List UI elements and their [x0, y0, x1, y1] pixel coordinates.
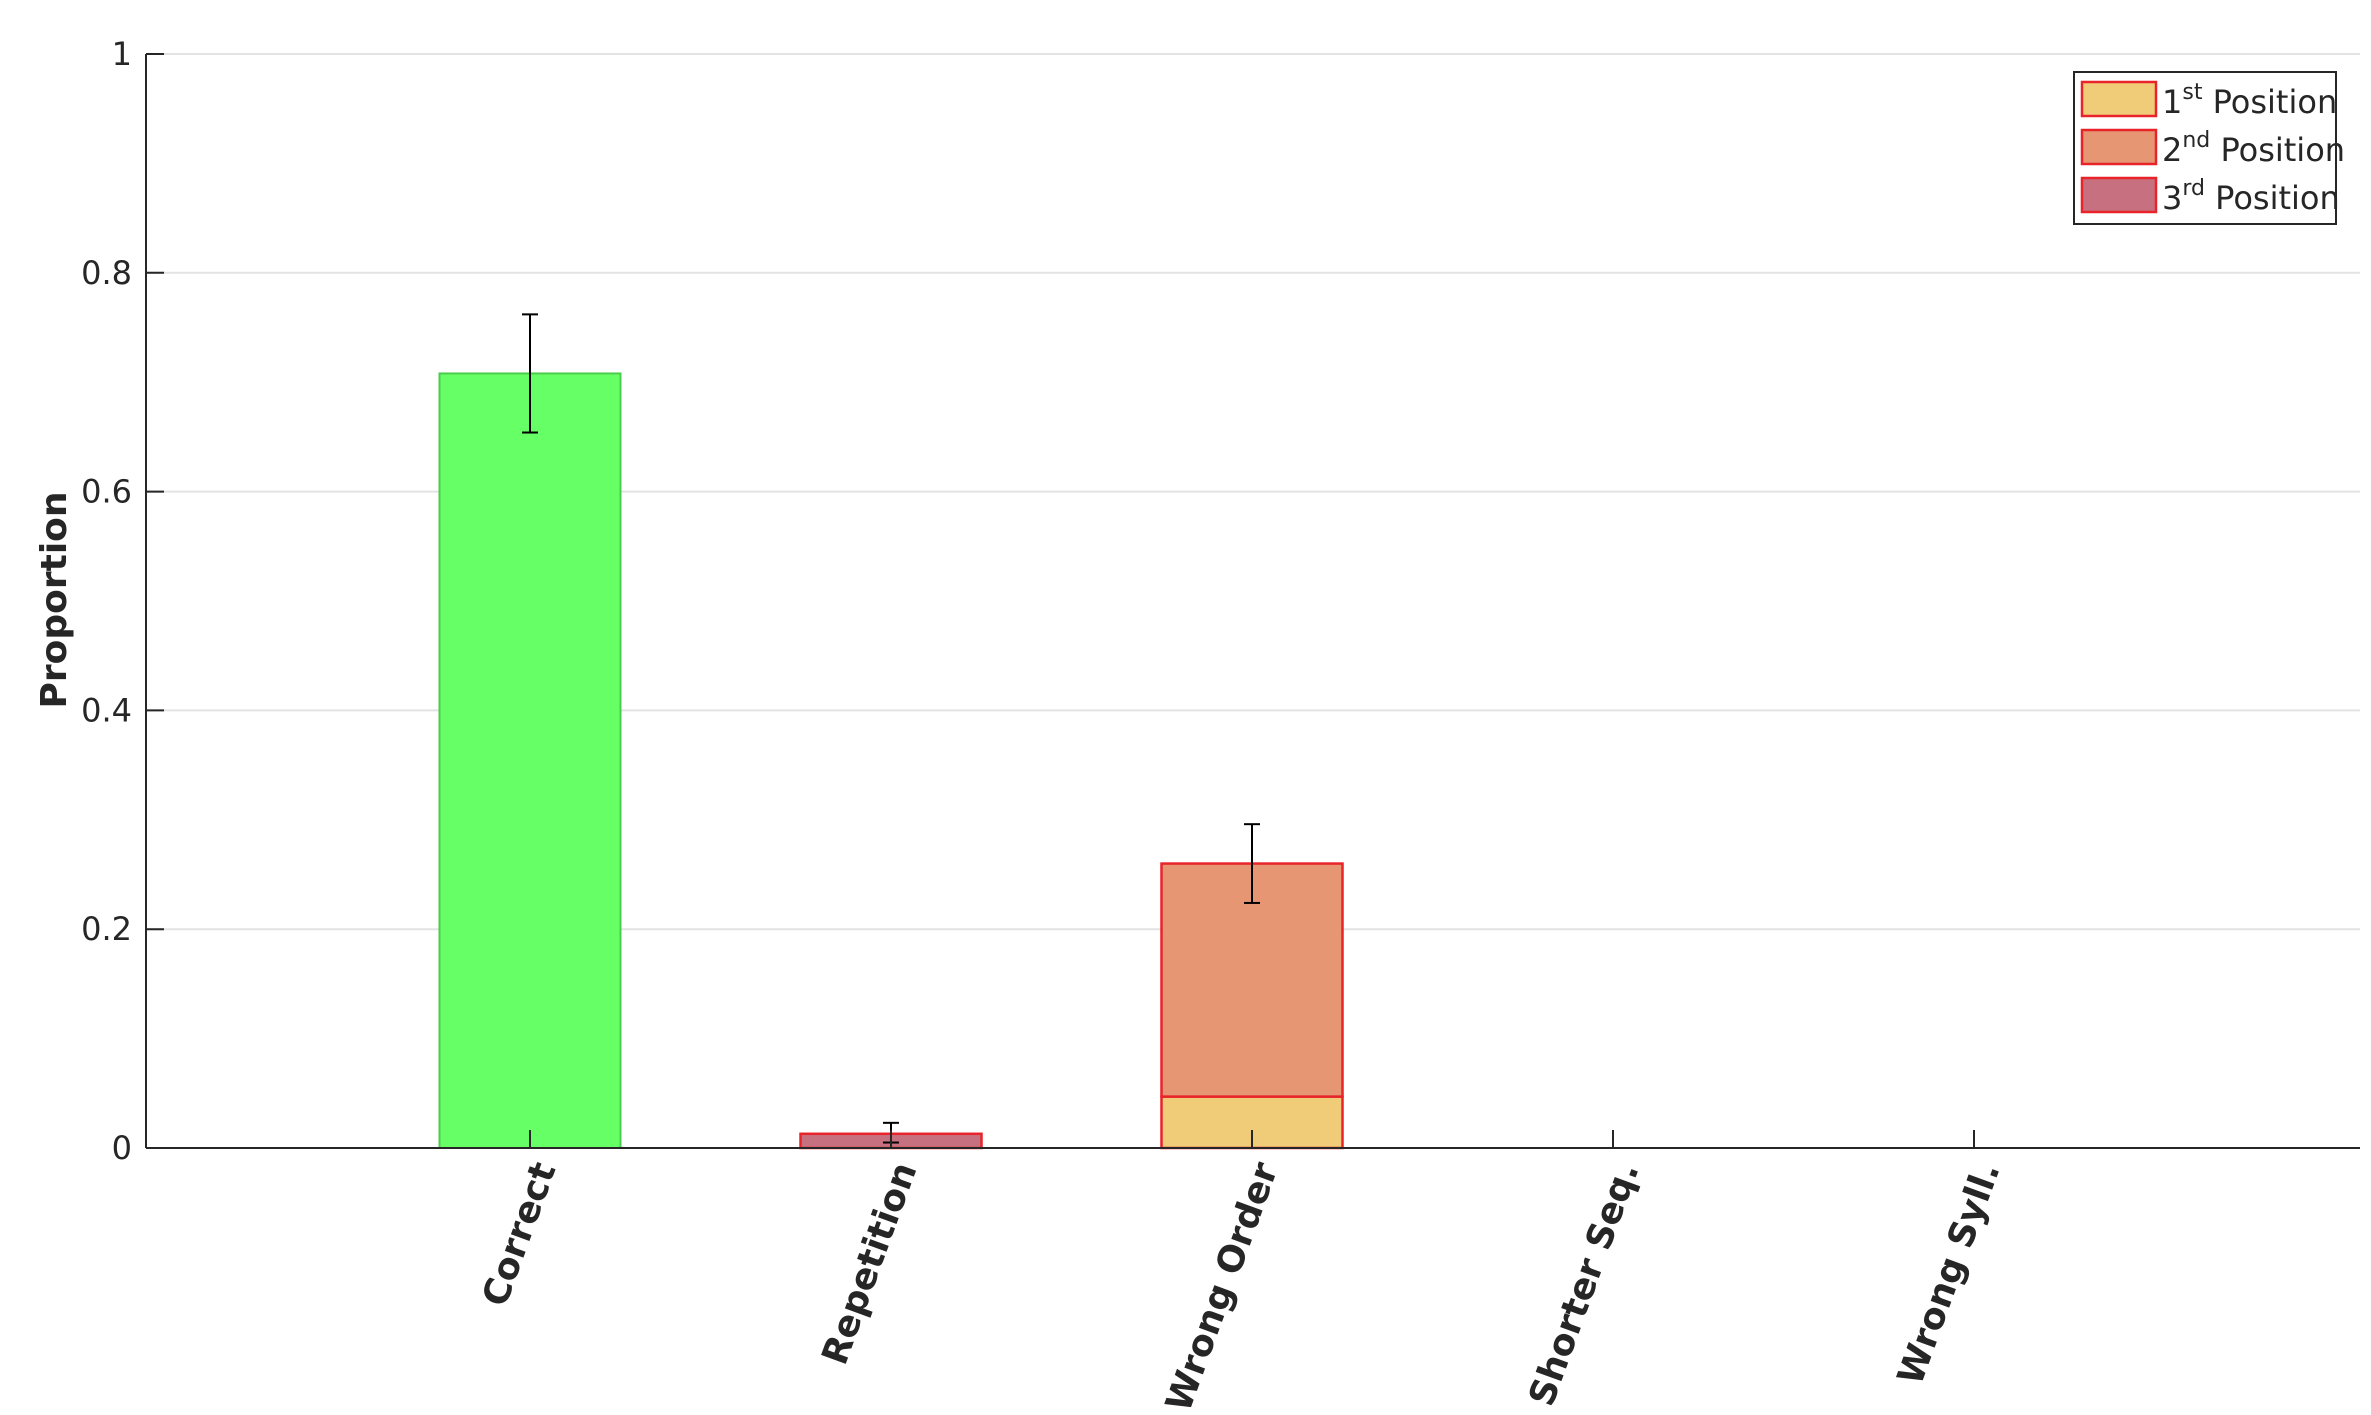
y-tick-label: 0.2 — [81, 910, 132, 948]
y-tick-label: 0.4 — [81, 691, 132, 729]
x-tick-label-repetition: Repetition — [814, 1157, 925, 1370]
legend-swatch — [2080, 128, 2158, 166]
x-tick-label-shorter-seq: Shorter Seq. — [1521, 1157, 1647, 1411]
x-tick-label-wrong-order: Wrong Order — [1158, 1157, 1286, 1415]
x-tick-labels: Correct Repetition Wrong Order Shorter Seq.… — [475, 1157, 2009, 1415]
legend: 1st Position 2nd Position 3rd Position — [2073, 71, 2345, 225]
bars — [438, 372, 2065, 1150]
legend-entry: 2nd Position — [2162, 128, 2345, 169]
y-tick-label: 1 — [112, 35, 132, 73]
legend-entry: 1st Position — [2162, 80, 2337, 121]
legend-swatch — [2080, 80, 2158, 118]
y-axis-label: Proportion — [34, 491, 75, 708]
x-tick-label-wrong-syll: Wrong Syll. — [1890, 1157, 2008, 1390]
x-tick-label-correct: Correct — [475, 1157, 565, 1312]
y-tick-label: 0 — [112, 1129, 132, 1167]
bar-correct — [438, 372, 622, 1149]
y-tick-label: 0.8 — [81, 254, 132, 292]
legend-swatch — [2080, 176, 2158, 214]
legend-entry: 3rd Position — [2162, 176, 2340, 217]
y-tick-labels: 0 0.2 0.4 0.6 0.8 1 — [81, 35, 132, 1167]
error-bar — [522, 313, 538, 434]
y-tick-label: 0.6 — [81, 473, 132, 511]
error-bar — [1244, 823, 1260, 904]
axes — [145, 53, 2360, 1149]
